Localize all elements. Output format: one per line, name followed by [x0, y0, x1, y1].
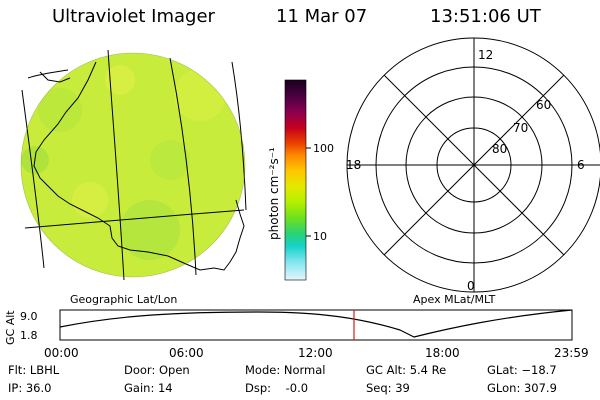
- info-seq: Seq: 39: [366, 381, 410, 395]
- info-mode: Mode: Normal: [245, 363, 326, 377]
- mlat-label: 60: [536, 98, 551, 112]
- latitude-line: [24, 209, 245, 229]
- altitude-plot-frame: [59, 309, 573, 341]
- date-label: 11 Mar 07: [276, 6, 368, 27]
- mlt-label-top: 12: [478, 48, 493, 62]
- altitude-xtick: 12:00: [298, 346, 333, 360]
- polar-grid-panel: 12 18 6 0 60 70 80: [346, 37, 600, 293]
- info-gc-alt: GC Alt: 5.4 Re: [366, 363, 447, 377]
- latitude-line: [27, 69, 69, 79]
- info-glat: GLat: −18.7: [487, 363, 557, 377]
- colorbar-tick-label: 100: [313, 142, 334, 155]
- disk-limb: [20, 52, 246, 278]
- longitude-line: [107, 49, 125, 281]
- left-panel-label: Geographic Lat/Lon: [70, 293, 177, 306]
- mlat-label: 80: [492, 142, 507, 156]
- mlat-label: 70: [513, 121, 528, 135]
- altitude-ylabel: GC Alt: [4, 310, 17, 345]
- altitude-ytick-min: 1.8: [20, 329, 38, 342]
- uv-image-panel: [20, 49, 247, 281]
- instrument-title: Ultraviolet Imager: [52, 6, 215, 27]
- colorbar-unit-label: photon cm⁻²s⁻¹: [267, 147, 281, 240]
- right-panel-label: Apex MLat/MLT: [413, 293, 496, 306]
- altitude-ytick-max: 9.0: [20, 310, 38, 323]
- info-flt: Flt: LBHL: [8, 363, 60, 377]
- info-glon: GLon: 307.9: [487, 381, 557, 395]
- info-gain: Gain: 14: [124, 381, 173, 395]
- mlt-label-left: 18: [346, 158, 361, 172]
- altitude-xtick: 00:00: [44, 346, 79, 360]
- longitude-line: [21, 89, 45, 269]
- time-label: 13:51:06 UT: [430, 6, 541, 27]
- info-dsp: Dsp: -0.0: [245, 381, 309, 395]
- colorbar: 100 10 photon cm⁻²s⁻¹: [267, 79, 334, 281]
- coastline: [39, 71, 71, 83]
- altitude-xtick: 23:59: [554, 346, 589, 360]
- info-ip: IP: 36.0: [8, 381, 52, 395]
- mlt-label-right: 6: [577, 158, 585, 172]
- altitude-xtick: 18:00: [425, 346, 460, 360]
- info-door: Door: Open: [124, 363, 190, 377]
- longitude-line: [169, 57, 197, 276]
- colorbar-frame: [284, 79, 307, 281]
- altitude-xtick: 06:00: [169, 346, 204, 360]
- altitude-curve: [59, 309, 573, 338]
- colorbar-gradient-bar: [285, 80, 306, 280]
- mlt-label-bottom: 0: [467, 279, 475, 293]
- polar-spoke: [383, 74, 565, 256]
- altitude-plot: 9.0 1.8 GC Alt 00:00 06:00 12:00 18:00 2…: [4, 309, 589, 360]
- coastline: [33, 61, 245, 271]
- colorbar-tick-label: 10: [313, 230, 327, 243]
